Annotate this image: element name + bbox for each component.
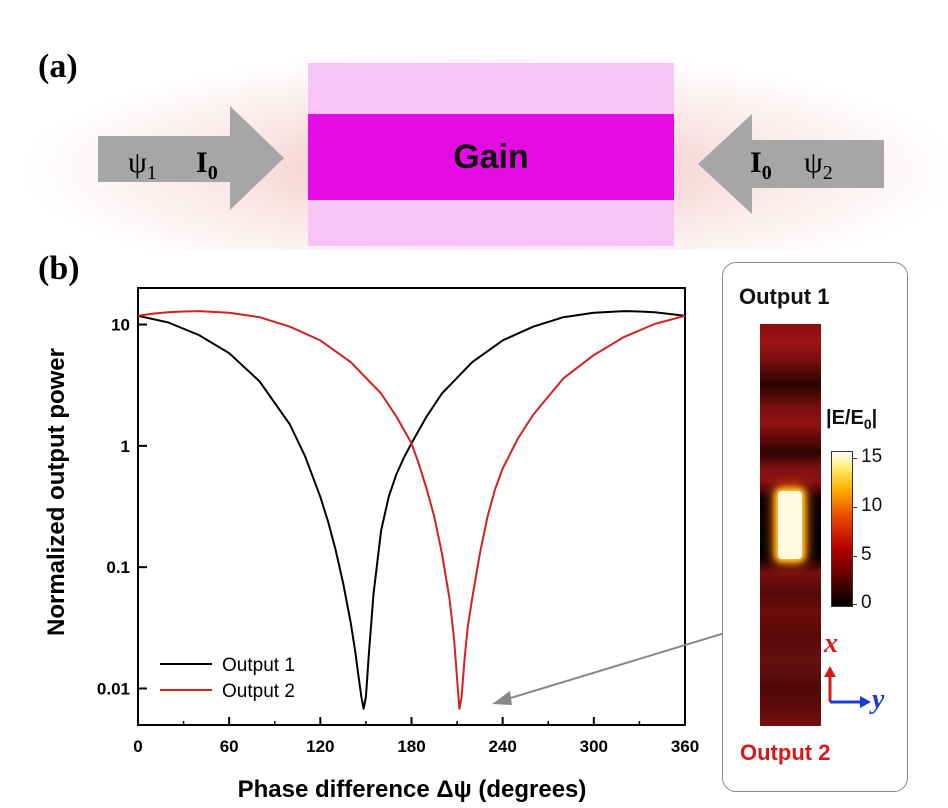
left-beam-intensity: I0 bbox=[196, 146, 218, 184]
y-tick-label: 0.1 bbox=[106, 558, 130, 577]
pointer-arrow bbox=[492, 628, 739, 705]
y-axis-label: Normalized output power bbox=[43, 348, 70, 636]
x-axis-label: Phase difference Δψ (degrees) bbox=[238, 776, 587, 803]
x-axis: 0 60 120 180 240 300 360 bbox=[133, 717, 699, 756]
x-tick-label: 0 bbox=[133, 737, 142, 756]
coordinate-axes-icon bbox=[824, 666, 871, 708]
series-group bbox=[137, 310, 686, 710]
left-beam-arrow bbox=[98, 106, 284, 210]
inset-output-2-label: Output 2 bbox=[740, 740, 831, 765]
field-hotspot bbox=[778, 491, 802, 559]
colorbar-mark-5 bbox=[852, 556, 857, 557]
y-tick-label: 0.01 bbox=[97, 679, 130, 698]
x-tick-label: 180 bbox=[397, 737, 425, 756]
legend-label-output-2: Output 2 bbox=[222, 681, 295, 702]
colorbar-mark-10 bbox=[852, 507, 857, 508]
y-tick-label: 10 bbox=[111, 316, 130, 335]
colorbar-tick-10: 10 bbox=[861, 495, 883, 516]
right-beam-arrow bbox=[698, 114, 884, 214]
x-tick-label: 60 bbox=[220, 737, 239, 756]
panel-b-label: (b) bbox=[38, 250, 80, 287]
x-tick-label: 300 bbox=[580, 737, 608, 756]
x-tick-label: 120 bbox=[306, 737, 334, 756]
left-beam-phase: ψ1 bbox=[128, 146, 157, 184]
colorbar-mark-0 bbox=[852, 604, 857, 605]
right-beam-phase: ψ2 bbox=[804, 146, 833, 184]
x-tick-label: 240 bbox=[488, 737, 516, 756]
x-tick-label: 360 bbox=[671, 737, 699, 756]
colorbar-tick-15: 15 bbox=[861, 446, 883, 467]
gain-core: Gain bbox=[308, 114, 674, 200]
axis-y-label: y bbox=[872, 684, 885, 715]
colorbar-tick-5: 5 bbox=[861, 544, 872, 565]
right-beam-intensity: I0 bbox=[750, 146, 772, 184]
colorbar-title: |E/E0| bbox=[826, 407, 878, 432]
axis-x-label: x bbox=[824, 628, 838, 659]
colorbar-tick-0: 0 bbox=[861, 592, 872, 613]
legend-label-output-1: Output 1 bbox=[222, 655, 295, 676]
colorbar-mark-15 bbox=[852, 458, 857, 459]
colorbar bbox=[831, 451, 853, 607]
series-line-output-2 bbox=[137, 310, 686, 710]
legend: Output 1 Output 2 bbox=[160, 655, 295, 702]
panel-a-label: (a) bbox=[38, 48, 78, 85]
gain-label: Gain bbox=[453, 137, 529, 176]
series-line-output-1 bbox=[137, 310, 686, 710]
y-tick-label: 1 bbox=[121, 437, 130, 456]
y-axis: 10 1 0.1 0.01 bbox=[97, 316, 147, 698]
inset-output-1-label: Output 1 bbox=[739, 284, 830, 309]
plot-frame bbox=[137, 287, 686, 726]
